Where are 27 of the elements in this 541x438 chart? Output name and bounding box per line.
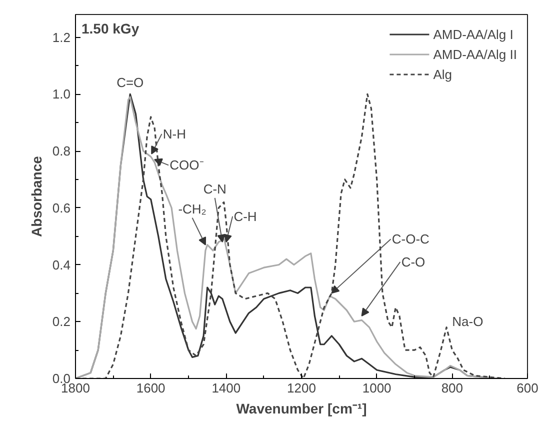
y-tick-label: 0.6 bbox=[52, 200, 71, 216]
y-tick-label: 0.4 bbox=[52, 257, 71, 272]
x-axis-title: Wavenumber [cm⁻¹] bbox=[236, 400, 367, 416]
y-tick-label: 0.2 bbox=[52, 314, 71, 330]
x-tick-label: 600 bbox=[516, 380, 538, 396]
chart-title: 1.50 kGy bbox=[82, 20, 140, 36]
annotation: -CH₂ bbox=[178, 201, 206, 216]
x-tick-label: 1600 bbox=[136, 380, 166, 396]
x-tick-label: 1200 bbox=[287, 380, 316, 396]
x-tick-label: 800 bbox=[441, 380, 464, 396]
annotation: C-N bbox=[203, 182, 226, 196]
legend-label: Alg bbox=[433, 66, 453, 82]
legend-label: AMD-AA/Alg I bbox=[433, 26, 514, 42]
x-tick-label: 1000 bbox=[362, 380, 392, 396]
annotation: C-O bbox=[401, 254, 426, 270]
annotation: C-O-C bbox=[392, 232, 430, 247]
annotation: COO⁻ bbox=[170, 158, 204, 173]
annotation: C-H bbox=[234, 208, 257, 224]
y-axis-title: Absorbance bbox=[28, 156, 44, 237]
annotation: Na-O bbox=[452, 314, 484, 330]
x-tick-label: 1400 bbox=[212, 380, 241, 396]
y-tick-label: 1.2 bbox=[52, 30, 71, 45]
annotation: C=O bbox=[116, 74, 144, 90]
legend-label: AMD-AA/Alg II bbox=[433, 46, 517, 62]
annotation: N-H bbox=[162, 126, 186, 142]
y-tick-label: 1.0 bbox=[52, 86, 71, 102]
y-tick-label: 0.8 bbox=[52, 144, 71, 158]
